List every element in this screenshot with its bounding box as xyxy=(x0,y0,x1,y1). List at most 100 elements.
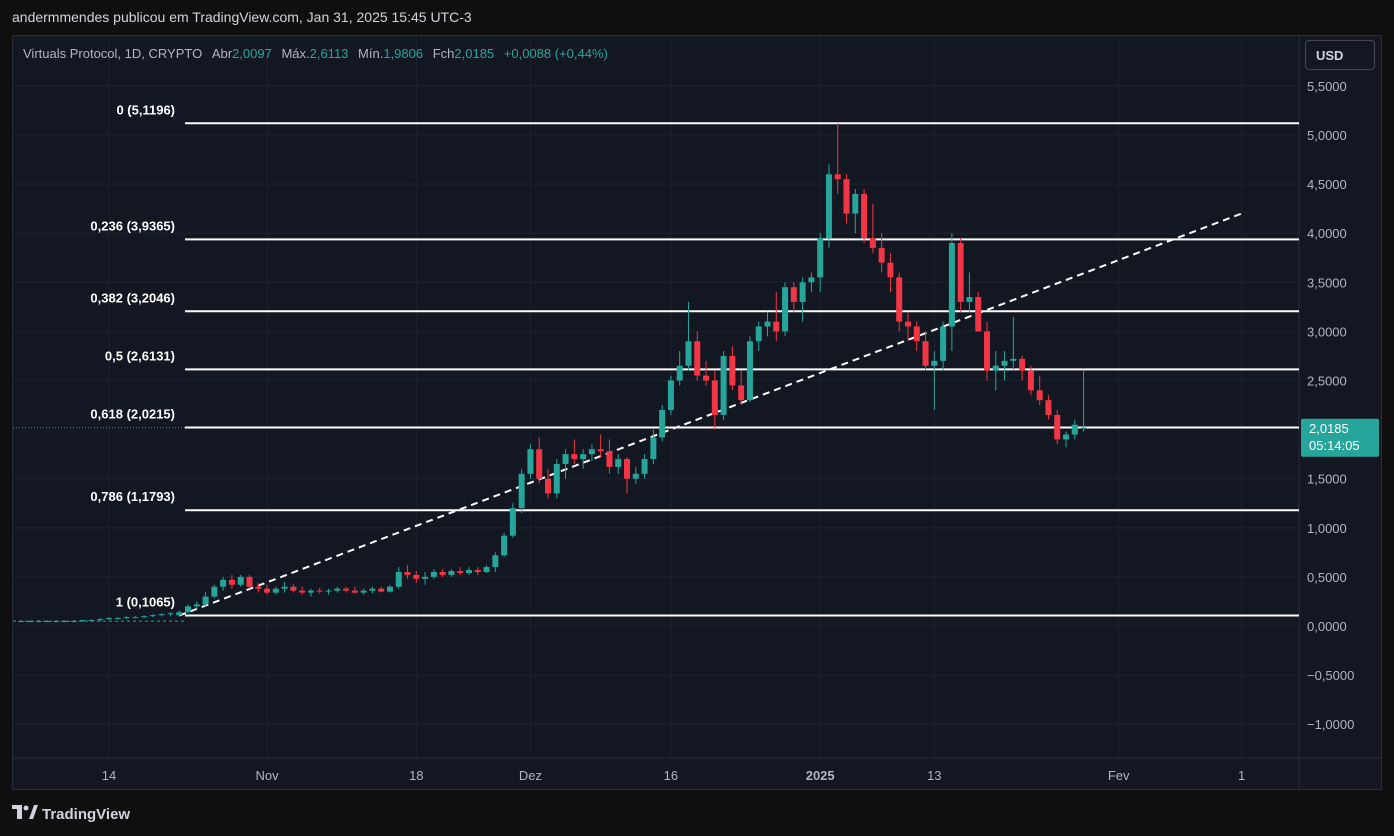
candle-body[interactable] xyxy=(228,579,235,585)
candle-body[interactable] xyxy=(439,571,446,575)
candle-body[interactable] xyxy=(193,604,200,607)
candle-body[interactable] xyxy=(913,326,920,342)
candle-body[interactable] xyxy=(465,570,472,573)
candle-body[interactable] xyxy=(650,437,657,460)
candle-body[interactable] xyxy=(825,174,832,239)
candle-body[interactable] xyxy=(940,326,947,361)
candle-body[interactable] xyxy=(255,586,262,589)
candle-body[interactable] xyxy=(834,174,841,180)
candle-body[interactable] xyxy=(483,567,490,572)
candle-body[interactable] xyxy=(35,621,42,623)
candle-body[interactable] xyxy=(246,576,253,587)
candle-body[interactable] xyxy=(773,321,780,332)
candle-body[interactable] xyxy=(422,576,429,579)
candle-body[interactable] xyxy=(808,277,815,283)
candle-body[interactable] xyxy=(272,588,279,593)
candle-body[interactable] xyxy=(474,570,481,572)
candle-body[interactable] xyxy=(1019,358,1026,371)
candle-body[interactable] xyxy=(553,463,560,494)
candle-body[interactable] xyxy=(501,535,508,556)
candle-body[interactable] xyxy=(597,449,604,452)
candle-body[interactable] xyxy=(62,621,69,623)
candle-body[interactable] xyxy=(237,576,244,585)
candle-body[interactable] xyxy=(430,571,437,577)
candle-body[interactable] xyxy=(334,588,341,591)
candle-body[interactable] xyxy=(79,620,86,622)
candle-body[interactable] xyxy=(360,590,367,593)
candle-body[interactable] xyxy=(667,380,674,410)
candle-body[interactable] xyxy=(158,614,165,616)
candle-body[interactable] xyxy=(53,621,60,623)
candle-body[interactable] xyxy=(615,459,622,467)
candle-body[interactable] xyxy=(904,321,911,327)
candle-body[interactable] xyxy=(509,508,516,536)
candle-body[interactable] xyxy=(992,365,999,371)
candle-body[interactable] xyxy=(922,341,929,366)
candle-body[interactable] xyxy=(606,451,613,467)
candle-body[interactable] xyxy=(878,247,885,263)
candle-body[interactable] xyxy=(343,588,350,591)
candle-body[interactable] xyxy=(545,478,551,494)
candle-body[interactable] xyxy=(88,620,95,622)
candle-body[interactable] xyxy=(457,571,464,573)
candle-body[interactable] xyxy=(132,617,139,619)
candle-body[interactable] xyxy=(641,459,648,474)
candle-body[interactable] xyxy=(44,621,51,623)
candle-body[interactable] xyxy=(694,341,701,376)
candle-body[interactable] xyxy=(1080,427,1087,429)
candle-body[interactable] xyxy=(114,618,121,620)
candle-body[interactable] xyxy=(799,282,806,302)
candle-body[interactable] xyxy=(264,588,271,593)
candle-body[interactable] xyxy=(378,588,385,592)
candle-body[interactable] xyxy=(817,238,824,278)
candle-body[interactable] xyxy=(1036,390,1043,401)
candle-body[interactable] xyxy=(211,586,218,597)
candle-body[interactable] xyxy=(571,454,578,460)
candle-body[interactable] xyxy=(632,473,639,479)
candle-body[interactable] xyxy=(588,449,595,455)
candle-body[interactable] xyxy=(887,262,894,278)
candle-body[interactable] xyxy=(852,193,859,214)
candle-body[interactable] xyxy=(659,409,666,438)
candle-body[interactable] xyxy=(307,590,314,593)
candle-body[interactable] xyxy=(843,179,850,214)
candle-body[interactable] xyxy=(290,586,297,591)
candle-body[interactable] xyxy=(518,473,525,509)
candle-body[interactable] xyxy=(176,612,183,616)
candle-body[interactable] xyxy=(141,616,148,618)
candle-body[interactable] xyxy=(220,579,227,587)
candle-body[interactable] xyxy=(527,449,534,474)
candle-body[interactable] xyxy=(624,459,631,479)
candle-body[interactable] xyxy=(746,341,753,401)
candle-body[interactable] xyxy=(18,621,25,623)
candle-body[interactable] xyxy=(97,619,104,621)
candle-body[interactable] xyxy=(755,326,762,342)
candle-body[interactable] xyxy=(869,238,876,248)
candle-body[interactable] xyxy=(790,287,797,302)
candle-body[interactable] xyxy=(957,243,964,302)
candle-body[interactable] xyxy=(281,586,288,589)
candle-body[interactable] xyxy=(1010,358,1017,361)
candle-body[interactable] xyxy=(580,454,587,460)
candle-body[interactable] xyxy=(369,588,376,591)
candle-body[interactable] xyxy=(448,571,455,575)
candle-body[interactable] xyxy=(536,449,543,479)
candle-body[interactable] xyxy=(70,621,77,623)
candle-body[interactable] xyxy=(975,297,982,332)
candle-body[interactable] xyxy=(106,618,112,620)
candle-body[interactable] xyxy=(404,571,411,575)
candle-body[interactable] xyxy=(299,590,306,593)
candle-body[interactable] xyxy=(896,277,903,322)
candle-body[interactable] xyxy=(931,360,938,366)
candle-body[interactable] xyxy=(149,615,156,617)
candle-body[interactable] xyxy=(26,621,33,623)
candle-body[interactable] xyxy=(711,380,718,415)
candle-body[interactable] xyxy=(738,385,745,401)
candle-body[interactable] xyxy=(202,596,209,605)
candle-body[interactable] xyxy=(351,590,358,593)
candle-body[interactable] xyxy=(185,606,192,613)
candle-body[interactable] xyxy=(782,287,789,332)
candle-body[interactable] xyxy=(1001,360,1008,366)
candle-body[interactable] xyxy=(167,613,174,615)
trendline[interactable] xyxy=(178,212,1242,617)
